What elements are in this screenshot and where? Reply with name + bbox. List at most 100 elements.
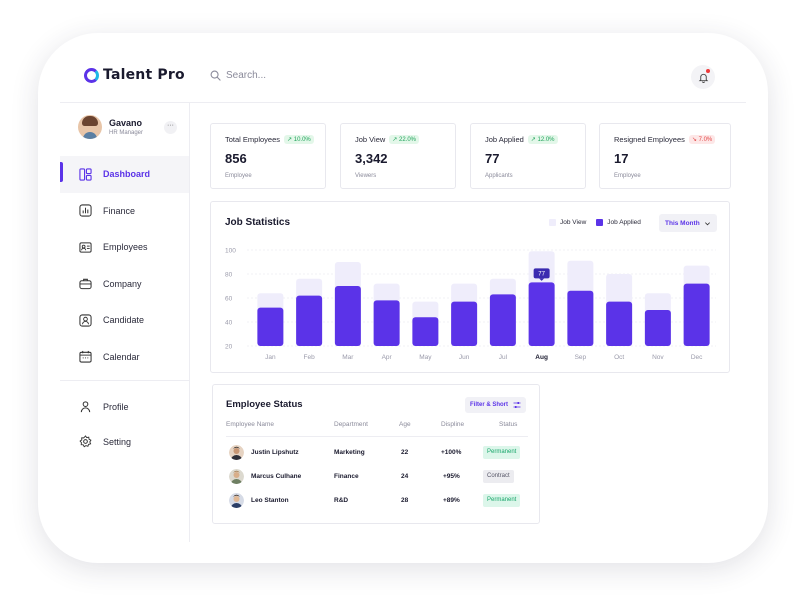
- employee-discipline: +89%: [443, 497, 460, 504]
- sidebar-divider: [189, 102, 190, 542]
- x-tick-label: Jan: [265, 354, 276, 361]
- trend-down-badge: ↘ 7.0%: [688, 135, 716, 144]
- bar-job-applied: [373, 300, 400, 346]
- y-tick-label: 20: [225, 344, 233, 351]
- column-header-department: Department: [334, 421, 368, 428]
- bar-job-applied: [451, 301, 478, 346]
- sidebar-item-candidate[interactable]: Candidate: [60, 302, 189, 339]
- employee-department: Finance: [334, 473, 359, 480]
- legend-job-view: Job View: [560, 219, 587, 226]
- sidebar-item-finance[interactable]: Finance: [60, 193, 189, 230]
- sidebar-item-setting[interactable]: Setting: [60, 424, 189, 459]
- sidebar-item-label: Company: [103, 278, 142, 289]
- bar-job-applied: [257, 307, 284, 346]
- bar-job-applied: [412, 317, 439, 346]
- x-tick-label: Feb: [304, 354, 316, 361]
- x-tick-label: Aug: [535, 354, 548, 361]
- y-tick-label: 60: [225, 296, 233, 303]
- employee-age: 24: [401, 473, 409, 480]
- employee-status-title: Employee Status: [226, 399, 303, 410]
- column-header-name: Employee Name: [226, 421, 275, 428]
- x-tick-label: Mar: [342, 354, 354, 361]
- stat-value: 3,342: [355, 151, 388, 166]
- sidebar-item-calendar[interactable]: Calendar: [60, 339, 189, 376]
- sidebar-item-label: Employees: [103, 242, 148, 253]
- status-badge: Contract: [483, 470, 514, 483]
- sidebar-item-label: Calendar: [103, 351, 140, 362]
- search-icon: [210, 70, 221, 81]
- stat-card-total-employees[interactable]: Total Employees ↗ 10.0% 856 Employee: [210, 123, 326, 189]
- employee-status-card: Employee Status Filter & Short Employee …: [212, 384, 540, 524]
- y-tick-label: 100: [225, 248, 236, 255]
- bar-job-applied: [489, 294, 516, 346]
- employee-department: Marketing: [334, 449, 365, 456]
- column-header-age: Age: [399, 421, 411, 428]
- company-icon: [79, 279, 92, 290]
- employee-name: Justin Lipshutz: [251, 449, 299, 456]
- table-row[interactable]: Leo Stanton R&D 28 +89% Permanent: [213, 491, 541, 511]
- brand-logo-icon: [84, 67, 99, 83]
- legend-swatch-job-applied: [596, 219, 604, 226]
- brand[interactable]: Talent Pro: [84, 67, 185, 83]
- profile-icon: [80, 401, 91, 413]
- x-tick-label: Nov: [652, 354, 664, 361]
- stat-value: 17: [614, 151, 629, 166]
- setting-icon: [79, 435, 92, 448]
- filter-sort-label: Filter & Short: [469, 402, 508, 408]
- search-input[interactable]: [226, 70, 406, 81]
- x-tick-label: Jul: [499, 354, 508, 361]
- profile-name: Gavano: [109, 118, 143, 128]
- sidebar-item-label: Setting: [103, 436, 132, 447]
- finance-icon: [79, 204, 92, 217]
- sidebar-item-profile[interactable]: Profile: [60, 389, 189, 424]
- stat-sub: Employee: [614, 173, 641, 179]
- chevron-down-icon: [705, 221, 710, 225]
- sidebar-item-dashboard[interactable]: Dashboard: [60, 156, 189, 193]
- notification-button[interactable]: [691, 65, 715, 89]
- sliders-icon: [513, 402, 521, 408]
- employee-department: R&D: [334, 497, 349, 504]
- x-tick-label: Sep: [575, 354, 587, 361]
- dashboard-icon: [79, 168, 92, 181]
- employee-name: Marcus Culhane: [251, 473, 302, 480]
- stat-sub: Employee: [225, 173, 252, 179]
- stat-value: 77: [485, 151, 500, 166]
- app: Talent Pro Gavano HR Manager ··· Dashboa: [60, 45, 750, 545]
- filter-sort-button[interactable]: Filter & Short: [465, 397, 526, 413]
- stat-card-resigned-employees[interactable]: Resigned Employees ↘ 7.0% 17 Employee: [599, 123, 731, 189]
- employee-discipline: +100%: [441, 449, 462, 456]
- stat-sub: Applicants: [485, 173, 513, 179]
- tooltip-value: 77: [538, 272, 545, 278]
- bar-job-applied: [567, 290, 594, 346]
- period-dropdown[interactable]: This Month: [659, 214, 717, 232]
- stat-card-job-applied[interactable]: Job Applied ↗ 12.0% 77 Applicants: [470, 123, 586, 189]
- more-options-button[interactable]: ···: [164, 121, 177, 134]
- table-row[interactable]: Marcus Culhane Finance 24 +95% Contract: [213, 467, 541, 487]
- period-label: This Month: [665, 219, 700, 227]
- stat-card-job-view[interactable]: Job View ↗ 22.0% 3,342 Viewers: [340, 123, 456, 189]
- employee-age: 28: [401, 497, 409, 504]
- bell-icon: [698, 73, 708, 83]
- user-profile[interactable]: Gavano HR Manager ···: [78, 115, 182, 139]
- table-header-divider: [226, 436, 528, 437]
- sidebar-item-company[interactable]: Company: [60, 266, 189, 303]
- notification-dot: [706, 69, 710, 73]
- job-statistics-chart: 100 80 60 40 20 Jan Feb Mar Apr May Jun Jul Aug 77 Sep…: [225, 248, 716, 361]
- table-row[interactable]: Justin Lipshutz Marketing 22 +100% Perma…: [213, 443, 541, 463]
- employee-age: 22: [401, 449, 409, 456]
- tooltip-pointer: [539, 278, 545, 281]
- header-divider: [60, 102, 746, 103]
- legend-job-applied: Job Applied: [607, 219, 641, 226]
- tooltip-box: [533, 268, 550, 279]
- trend-up-badge: ↗ 12.0%: [527, 135, 558, 144]
- job-statistics-card: 100 80 60 40 20 Jan Feb Mar Apr May Jun Jul Aug 77 Sep…: [210, 201, 730, 373]
- bar-job-applied: [334, 286, 361, 346]
- bar-job-applied: [528, 282, 555, 346]
- avatar: [229, 493, 244, 508]
- search-bar[interactable]: [210, 70, 406, 81]
- trend-up-badge: ↗ 22.0%: [389, 135, 420, 144]
- avatar: [78, 115, 102, 139]
- chart-title: Job Statistics: [225, 217, 291, 228]
- sidebar-item-employees[interactable]: Employees: [60, 229, 189, 266]
- legend-swatch-job-view: [549, 219, 556, 226]
